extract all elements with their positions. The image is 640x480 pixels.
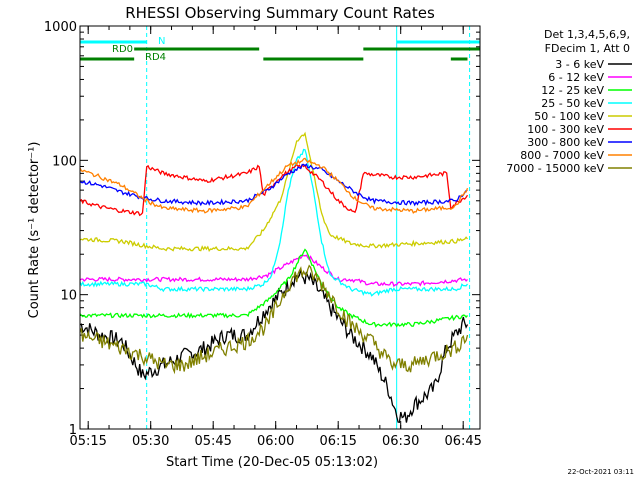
legend-header-line-2: FDecim 1, Att 0 — [545, 42, 630, 55]
x-tick-label: 06:45 — [444, 434, 481, 449]
legend-label: 50 - 100 keV — [534, 110, 604, 123]
plot-frame — [79, 25, 481, 430]
y-tick-label: 1 — [69, 423, 77, 438]
timestamp: 22-Oct-2021 03:11 — [568, 468, 634, 476]
legend-label: 12 - 25 keV — [541, 84, 604, 97]
legend-label: 100 - 300 keV — [527, 123, 604, 136]
y-axis-label: Count Rate (s⁻¹ detector⁻¹) — [27, 142, 42, 319]
x-axis-label: Start Time (20-Dec-05 05:13:02) — [166, 455, 378, 470]
x-tick-label: 06:15 — [319, 434, 356, 449]
legend-header-line-1: Det 1,3,4,5,6,9, — [544, 28, 630, 41]
x-tick-label: 06:30 — [382, 434, 419, 449]
series-line — [79, 163, 468, 207]
y-tick-label: 10 — [60, 289, 77, 304]
x-tick-label: 05:30 — [132, 434, 169, 449]
legend-label: 3 - 6 keV — [555, 58, 604, 71]
series-line — [79, 131, 468, 252]
flag-label-rd4: RD4 — [145, 52, 166, 63]
series-line — [79, 148, 469, 297]
series-line — [79, 157, 469, 214]
series-line — [79, 248, 468, 328]
legend-label: 300 - 800 keV — [527, 136, 604, 149]
legend-label: 6 - 12 keV — [548, 71, 604, 84]
x-tick-label: 05:45 — [194, 434, 231, 449]
flag-label-rd0: RD0 — [112, 44, 133, 55]
x-tick-label: 06:00 — [257, 434, 294, 449]
series-line — [79, 269, 469, 424]
x-tick-label: 05:15 — [69, 434, 106, 449]
chart-title: RHESSI Observing Summary Count Rates — [125, 4, 435, 22]
legend-label: 7000 - 15000 keV — [506, 162, 604, 175]
series-line — [79, 163, 469, 217]
y-tick-label: 100 — [52, 154, 77, 169]
y-tick-label: 1000 — [44, 20, 77, 35]
flag-label-n: N — [158, 36, 165, 47]
legend-label: 800 - 7000 keV — [520, 149, 604, 162]
series-line — [79, 264, 469, 375]
legend-label: 25 - 50 keV — [541, 97, 604, 110]
series-line — [79, 254, 468, 288]
